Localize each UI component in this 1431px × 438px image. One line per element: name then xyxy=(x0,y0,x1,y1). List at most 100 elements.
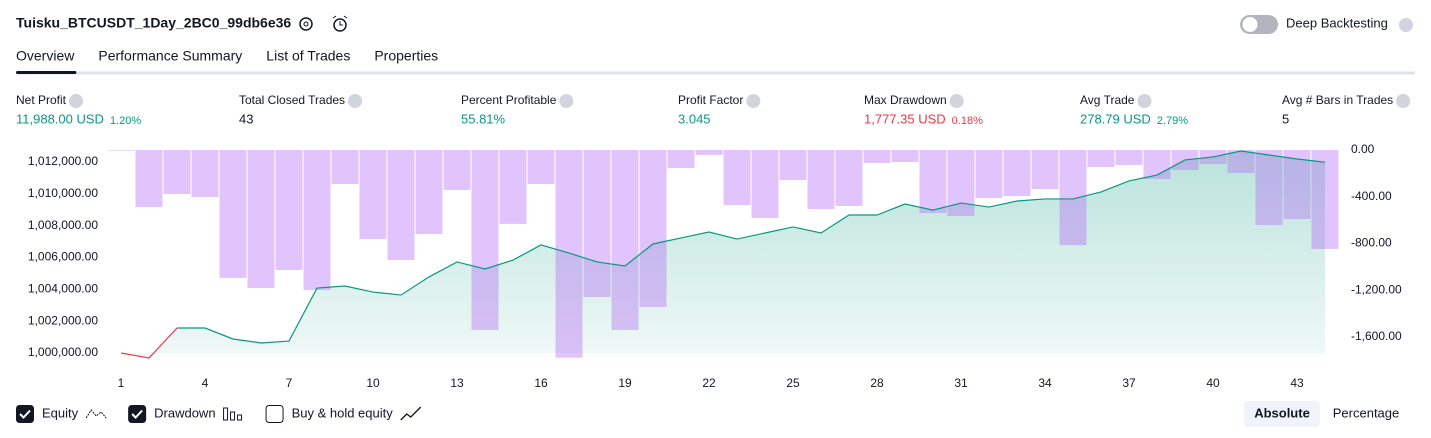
drawdown-bar xyxy=(1031,150,1059,190)
drawdown-bar xyxy=(275,150,303,271)
tab[interactable]: Overview xyxy=(16,48,75,64)
y2-tick-label: -800.00 xyxy=(1351,236,1392,250)
info-icon[interactable] xyxy=(1137,94,1152,108)
drawdown-bar xyxy=(415,150,443,235)
x-tick-label: 1 xyxy=(118,376,125,390)
check-mark xyxy=(19,409,31,419)
equity-area xyxy=(121,151,1325,358)
alert-icon[interactable] xyxy=(332,15,348,32)
stat-percent: 0.18% xyxy=(952,115,983,127)
drawdown-bar xyxy=(919,150,947,213)
stat-label: Total Closed Trades xyxy=(239,93,345,107)
drawdown-bar xyxy=(779,150,807,181)
x-tick-label: 10 xyxy=(366,376,380,390)
strategy-title: Tuisku_BTCUSDT_1Day_2BC0_99db6e36 xyxy=(16,15,291,31)
x-tick-label: 19 xyxy=(618,376,632,390)
drawdown-bar xyxy=(527,150,555,185)
x-tick-label: 25 xyxy=(786,376,800,390)
help-icon[interactable] xyxy=(1399,18,1413,32)
drawdown-bar xyxy=(807,150,835,210)
y-tick-label: 1,000,000.00 xyxy=(28,345,98,359)
tab[interactable]: Properties xyxy=(374,48,438,64)
tab[interactable]: Performance Summary xyxy=(98,48,242,64)
stat-label: Net Profit xyxy=(16,93,67,107)
button[interactable]: Absolute xyxy=(1254,405,1310,420)
x-tick-label: 7 xyxy=(286,376,293,390)
drawdown-bar xyxy=(695,150,723,156)
drawdown-bar xyxy=(1227,150,1255,174)
button[interactable]: Percentage xyxy=(1333,405,1400,420)
stat-value: 278.79 USD xyxy=(1080,111,1151,126)
y2-tick-label: 0.00 xyxy=(1351,142,1375,156)
drawdown-bar xyxy=(387,150,415,260)
equity-line xyxy=(120,327,178,359)
y-tick-label: 1,012,000.00 xyxy=(28,154,98,168)
stat-label: Profit Factor xyxy=(678,93,743,107)
drawdown-bar xyxy=(1143,150,1171,179)
info-icon[interactable] xyxy=(1396,94,1411,108)
stat-label: Avg Trade xyxy=(1080,93,1135,107)
drawdown-bar xyxy=(891,150,919,163)
y-tick-label: 1,004,000.00 xyxy=(28,282,98,296)
drawdown-bar xyxy=(667,150,695,168)
drawdown-bar xyxy=(1115,150,1143,165)
drawdown-bar xyxy=(555,150,583,358)
info-icon[interactable] xyxy=(69,94,84,108)
drawdown-bar xyxy=(247,150,275,289)
drawdown-bar xyxy=(947,150,975,217)
x-tick-label: 4 xyxy=(202,376,209,390)
deep-backtesting-toggle[interactable] xyxy=(1240,15,1278,34)
stat-label: Avg # Bars in Trades xyxy=(1282,93,1393,107)
drawdown-bar xyxy=(135,150,163,208)
info-icon[interactable] xyxy=(949,94,964,108)
x-tick-label: 22 xyxy=(702,376,716,390)
checkbox[interactable] xyxy=(128,405,147,423)
equity-line xyxy=(177,150,1326,344)
button-bg xyxy=(1244,401,1320,427)
tab[interactable]: List of Trades xyxy=(266,48,350,64)
stat-value: 11,988.00 USD xyxy=(16,111,104,126)
stat-label: Percent Profitable xyxy=(461,93,557,107)
y2-tick-label: -400.00 xyxy=(1351,189,1392,203)
stat-value: 43 xyxy=(239,111,253,126)
tab-underline xyxy=(16,71,77,74)
drawdown-bar xyxy=(331,150,359,185)
y2-tick-label: -1,200.00 xyxy=(1351,282,1402,296)
drawdown-bar xyxy=(163,150,191,194)
x-tick-label: 43 xyxy=(1290,376,1304,390)
checkbox[interactable] xyxy=(16,405,34,423)
legend-icon xyxy=(85,409,107,419)
check-mark xyxy=(131,409,143,419)
stat-value: 55.81% xyxy=(461,111,506,126)
drawdown-bar xyxy=(1003,150,1031,197)
legend-label: Buy & hold equity xyxy=(292,405,394,420)
drawdown-bar xyxy=(443,150,471,190)
drawdown-bar xyxy=(751,150,779,219)
drawdown-bar xyxy=(359,150,387,240)
x-tick-label: 31 xyxy=(954,376,968,390)
drawdown-bar xyxy=(1087,150,1115,167)
stat-percent: 2.79% xyxy=(1157,115,1188,127)
drawdown-bar xyxy=(639,150,667,307)
y2-tick-label: -1,600.00 xyxy=(1351,329,1402,343)
drawdown-bar xyxy=(1255,150,1283,226)
drawdown-bar xyxy=(303,150,331,290)
stat-label: Max Drawdown xyxy=(864,93,947,107)
drawdown-bar xyxy=(723,150,751,206)
stat-value: 1,777.35 USD xyxy=(864,111,946,126)
drawdown-bar xyxy=(1311,150,1339,249)
y-tick-label: 1,002,000.00 xyxy=(28,313,98,327)
info-icon[interactable] xyxy=(348,94,363,108)
drawdown-bar xyxy=(219,150,247,278)
legend-icon xyxy=(400,406,422,421)
drawdown-bar xyxy=(1283,150,1311,219)
legend-label: Equity xyxy=(42,405,79,420)
info-icon[interactable] xyxy=(559,94,574,108)
x-tick-label: 16 xyxy=(534,376,548,390)
y-tick-label: 1,006,000.00 xyxy=(28,250,98,264)
legend-label: Drawdown xyxy=(154,405,215,420)
drawdown-bar xyxy=(1059,150,1087,246)
checkbox[interactable] xyxy=(265,405,284,423)
settings-icon[interactable] xyxy=(299,17,313,31)
info-icon[interactable] xyxy=(746,94,761,108)
